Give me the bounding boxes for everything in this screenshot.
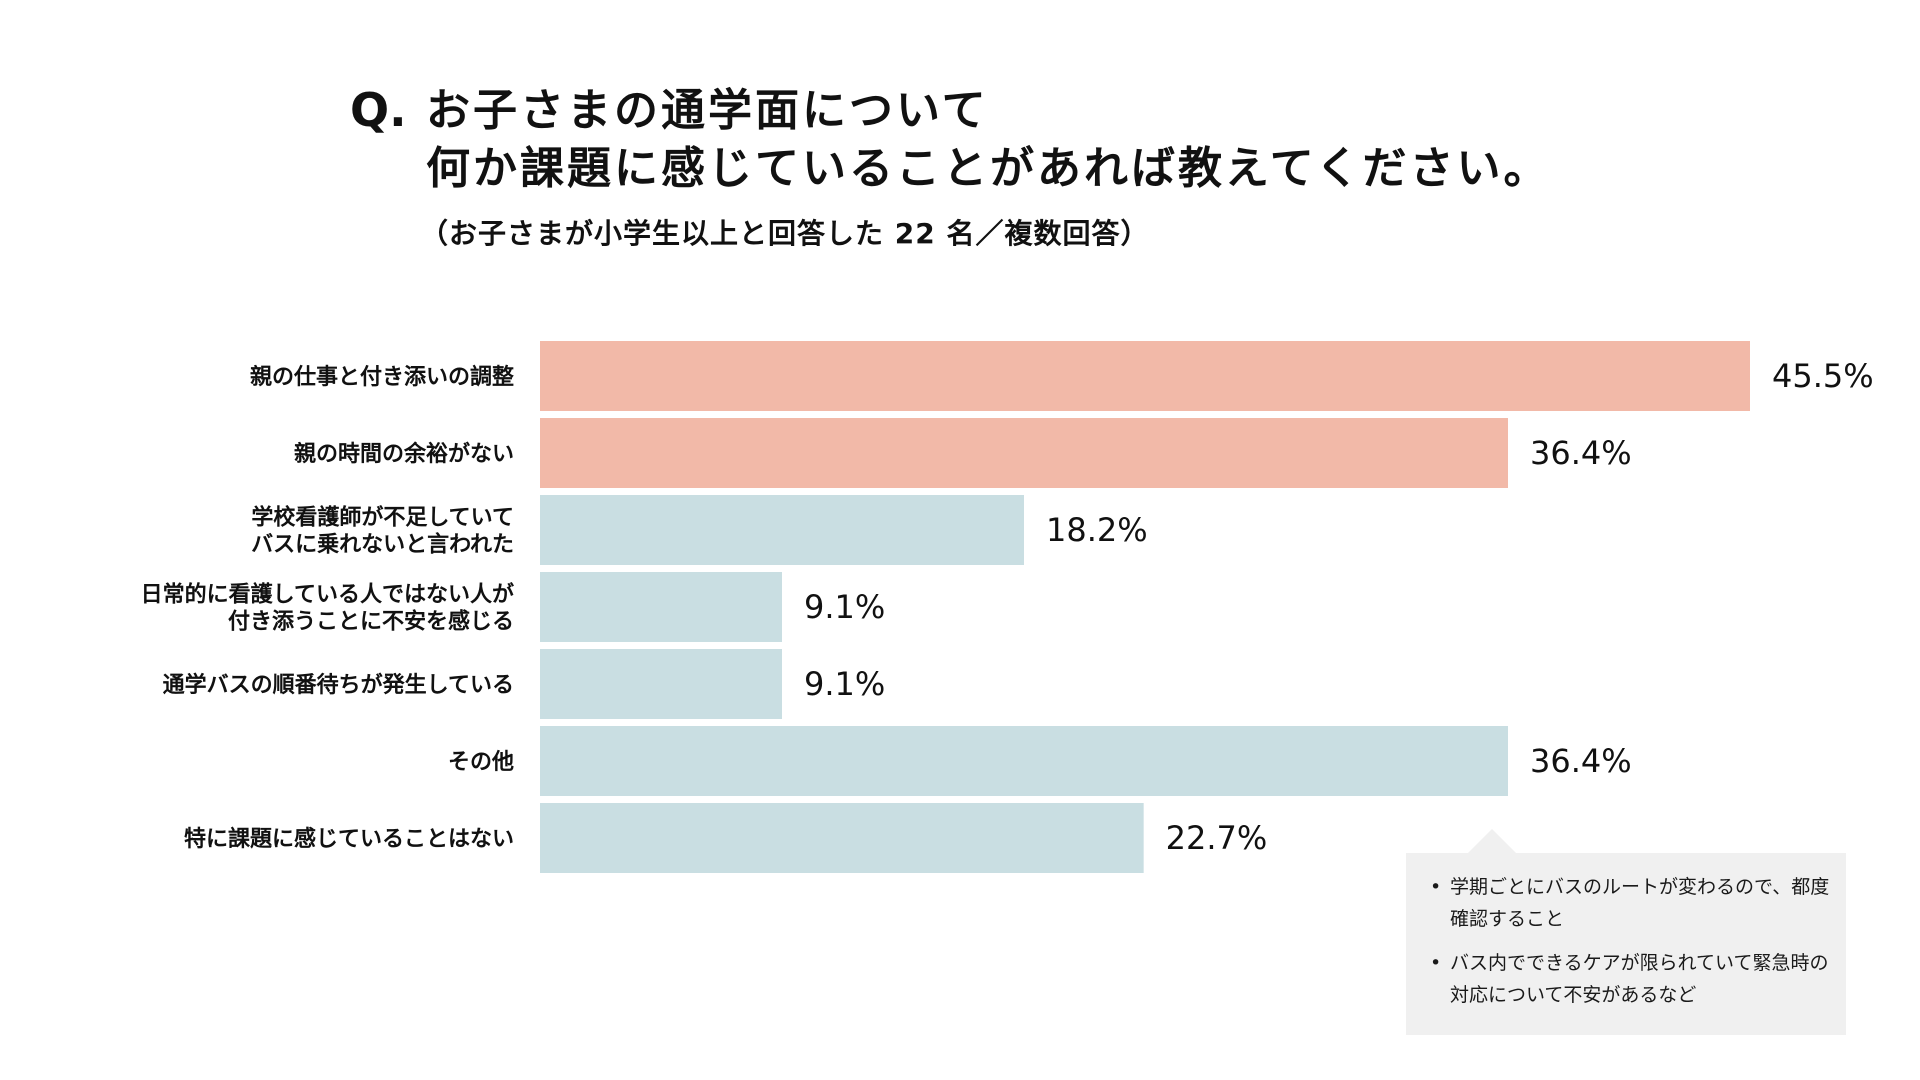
category-label: バスに乗れないと言われた (251, 532, 514, 558)
note-item: • バス内でできるケアが限られていて緊急時の対応について不安があるなど (1430, 947, 1830, 1011)
category-label: 親の仕事と付き添いの調整 (250, 364, 514, 390)
subtitle: （お子さまが小学生以上と回答した 22 名／複数回答） (420, 217, 1150, 250)
bar (540, 649, 782, 719)
category-label: 学校看護師が不足していて (251, 505, 514, 531)
bar (540, 803, 1144, 873)
note-list: • 学期ごとにバスのルートが変わるので、都度確認すること • バス内でできるケア… (1430, 871, 1830, 1023)
bar (540, 726, 1508, 796)
value-label: 9.1% (804, 665, 885, 703)
bar (540, 418, 1508, 488)
category-label: 通学バスの順番待ちが発生している (163, 672, 514, 698)
category-label: その他 (448, 750, 514, 775)
title-line-1: お子さまの通学面について (426, 85, 989, 136)
category-label: 親の時間の余裕がない (294, 441, 514, 467)
note-item-text: 学期ごとにバスのルートが変わるので、都度確認すること (1450, 876, 1830, 930)
value-label: 45.5% (1772, 357, 1874, 395)
bar (540, 341, 1750, 411)
value-label: 36.4% (1530, 742, 1632, 780)
category-label: 特に課題に感じていることはない (184, 826, 514, 852)
category-label: 付き添うことに不安を感じる (228, 609, 514, 635)
bar (540, 572, 782, 642)
note-callout-arrow (1468, 829, 1516, 853)
bullet-icon: • (1430, 952, 1442, 974)
value-label: 18.2% (1046, 511, 1148, 549)
question-mark: Q. (350, 83, 407, 137)
title-lines: お子さまの通学面について 何か課題に感じていることがあれば教えてください。 (426, 82, 1550, 198)
value-label: 36.4% (1530, 434, 1632, 472)
value-label: 22.7% (1166, 819, 1268, 857)
bar (540, 495, 1024, 565)
category-label: 日常的に看護している人ではない人が (141, 582, 514, 608)
note-item: • 学期ごとにバスのルートが変わるので、都度確認すること (1430, 871, 1830, 935)
title-line-2: 何か課題に感じていることがあれば教えてください。 (426, 143, 1551, 194)
other-answers-note: • 学期ごとにバスのルートが変わるので、都度確認すること • バス内でできるケア… (1406, 853, 1846, 1035)
note-item-text: バス内でできるケアが限られていて緊急時の対応について不安があるなど (1450, 952, 1829, 1006)
bullet-icon: • (1430, 876, 1442, 898)
value-label: 9.1% (804, 588, 885, 626)
